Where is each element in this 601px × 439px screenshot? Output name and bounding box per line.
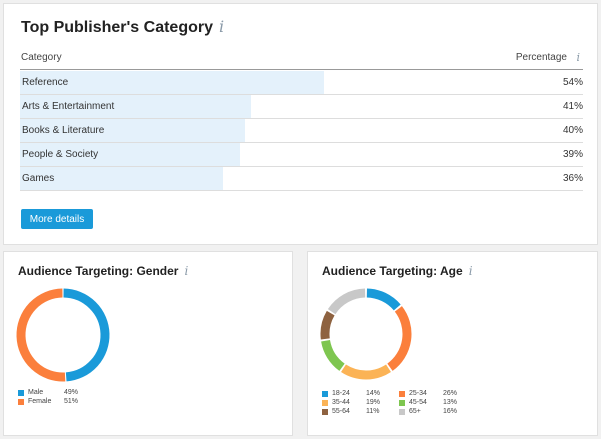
legend-label: 55-64 <box>332 408 350 415</box>
row-category: Books & Literature <box>22 125 105 136</box>
legend-swatch <box>18 399 24 405</box>
legend-label: Male <box>28 389 44 396</box>
table-row: Reference 54% <box>20 71 583 95</box>
row-bar <box>20 119 246 142</box>
row-bar <box>20 71 325 94</box>
table-row: Games 36% <box>20 167 583 191</box>
row-bar <box>20 167 223 190</box>
donut-segment-female[interactable] <box>16 288 66 382</box>
row-bar <box>20 143 240 166</box>
legend-value: 14% <box>366 390 381 397</box>
age-title: Audience Targeting: Age i <box>322 264 473 278</box>
table-row: Books & Literature 40% <box>20 119 583 143</box>
publishers-title-text: Top Publisher's Category <box>21 19 213 36</box>
percentage-info-icon[interactable]: i <box>576 51 580 64</box>
gender-donut-chart <box>16 288 110 382</box>
legend-value: 13% <box>443 399 458 406</box>
row-percentage: 54% <box>562 77 583 88</box>
legend-value: 49% <box>64 389 79 396</box>
legend-label: 45-54 <box>409 399 427 406</box>
row-percentage: 39% <box>562 149 583 160</box>
donut-segment-18-24[interactable] <box>366 288 401 311</box>
legend-label: 18-24 <box>332 390 350 397</box>
legend-value: 19% <box>366 399 381 406</box>
legend-swatch <box>322 409 328 415</box>
gender-title-text: Audience Targeting: Gender <box>18 264 179 278</box>
legend-value: 11% <box>366 408 380 415</box>
legend-value: 51% <box>64 398 79 405</box>
row-percentage: 41% <box>562 101 583 112</box>
age-donut-chart <box>320 288 412 380</box>
publishers-title: Top Publisher's Category i <box>21 17 224 37</box>
column-header-category: Category <box>21 52 62 63</box>
donut-segment-35-44[interactable] <box>341 364 391 380</box>
legend-swatch <box>399 400 405 406</box>
legend-swatch <box>399 391 405 397</box>
donut-segment-25-34[interactable] <box>387 306 412 371</box>
legend-swatch <box>322 391 328 397</box>
legend-value: 16% <box>443 408 458 415</box>
legend-value: 26% <box>443 390 458 397</box>
row-category: Reference <box>22 77 69 88</box>
row-category: People & Society <box>22 149 99 160</box>
age-title-text: Audience Targeting: Age <box>322 264 463 278</box>
donut-segment-45-54[interactable] <box>321 339 345 371</box>
legend-label: 25-34 <box>409 390 427 397</box>
gender-card: Audience Targeting: Gender i Male 49% Fem… <box>3 251 293 436</box>
legend-label: 65+ <box>409 408 421 415</box>
info-icon[interactable]: i <box>184 264 189 278</box>
legend-label: 35-44 <box>332 399 350 406</box>
table-row: People & Society 39% <box>20 143 583 167</box>
age-legend: 18-24 14% 25-34 26% 35-44 19% 45-54 13% … <box>322 390 472 418</box>
info-icon[interactable]: i <box>468 264 473 278</box>
donut-segment-65-[interactable] <box>327 288 366 315</box>
legend-swatch <box>399 409 405 415</box>
donut-segment-55-64[interactable] <box>320 310 335 340</box>
gender-legend: Male 49% Female 51% <box>18 389 98 409</box>
table-row: Arts & Entertainment 41% <box>20 95 583 119</box>
row-percentage: 40% <box>562 125 583 136</box>
row-category: Games <box>22 173 55 184</box>
info-icon[interactable]: i <box>218 17 225 36</box>
donut-segment-male[interactable] <box>63 288 110 382</box>
row-category: Arts & Entertainment <box>22 101 115 112</box>
gender-title: Audience Targeting: Gender i <box>18 264 188 278</box>
legend-label: Female <box>28 398 52 405</box>
publishers-card: Top Publisher's Category i Category Perce… <box>3 3 598 245</box>
row-percentage: 36% <box>562 173 583 184</box>
more-details-button[interactable]: More details <box>21 209 93 229</box>
legend-swatch <box>322 400 328 406</box>
row-bar <box>20 95 251 118</box>
age-card: Audience Targeting: Age i 18-24 14% 25-34… <box>307 251 598 436</box>
column-header-percentage[interactable]: Percentage <box>515 52 567 63</box>
header-divider <box>20 69 583 70</box>
legend-swatch <box>18 390 24 396</box>
